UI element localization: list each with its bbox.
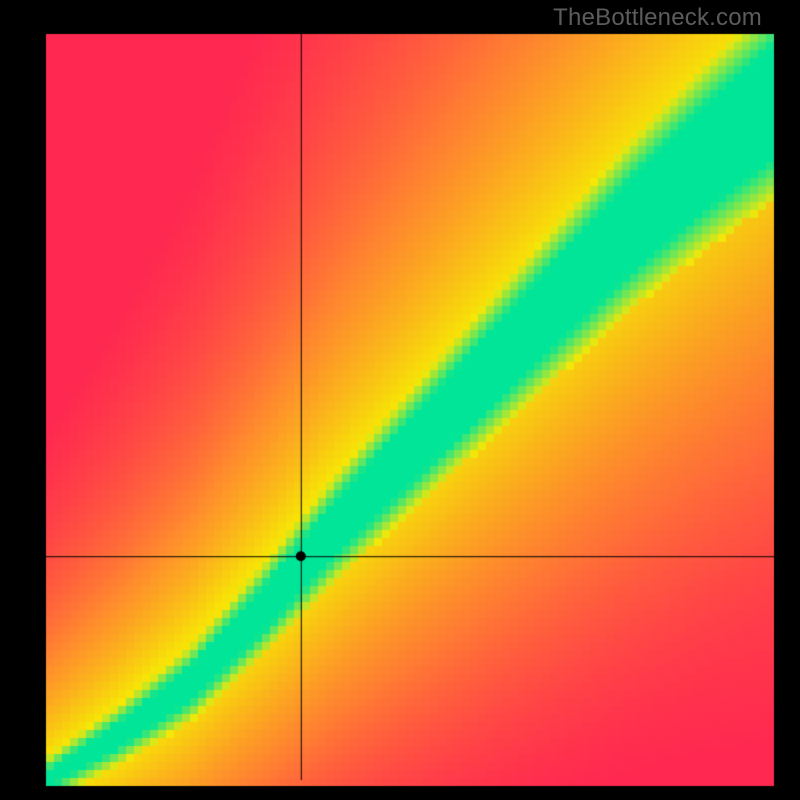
heatmap-canvas bbox=[0, 0, 800, 800]
chart-container: TheBottleneck.com bbox=[0, 0, 800, 800]
watermark-text: TheBottleneck.com bbox=[553, 4, 762, 32]
